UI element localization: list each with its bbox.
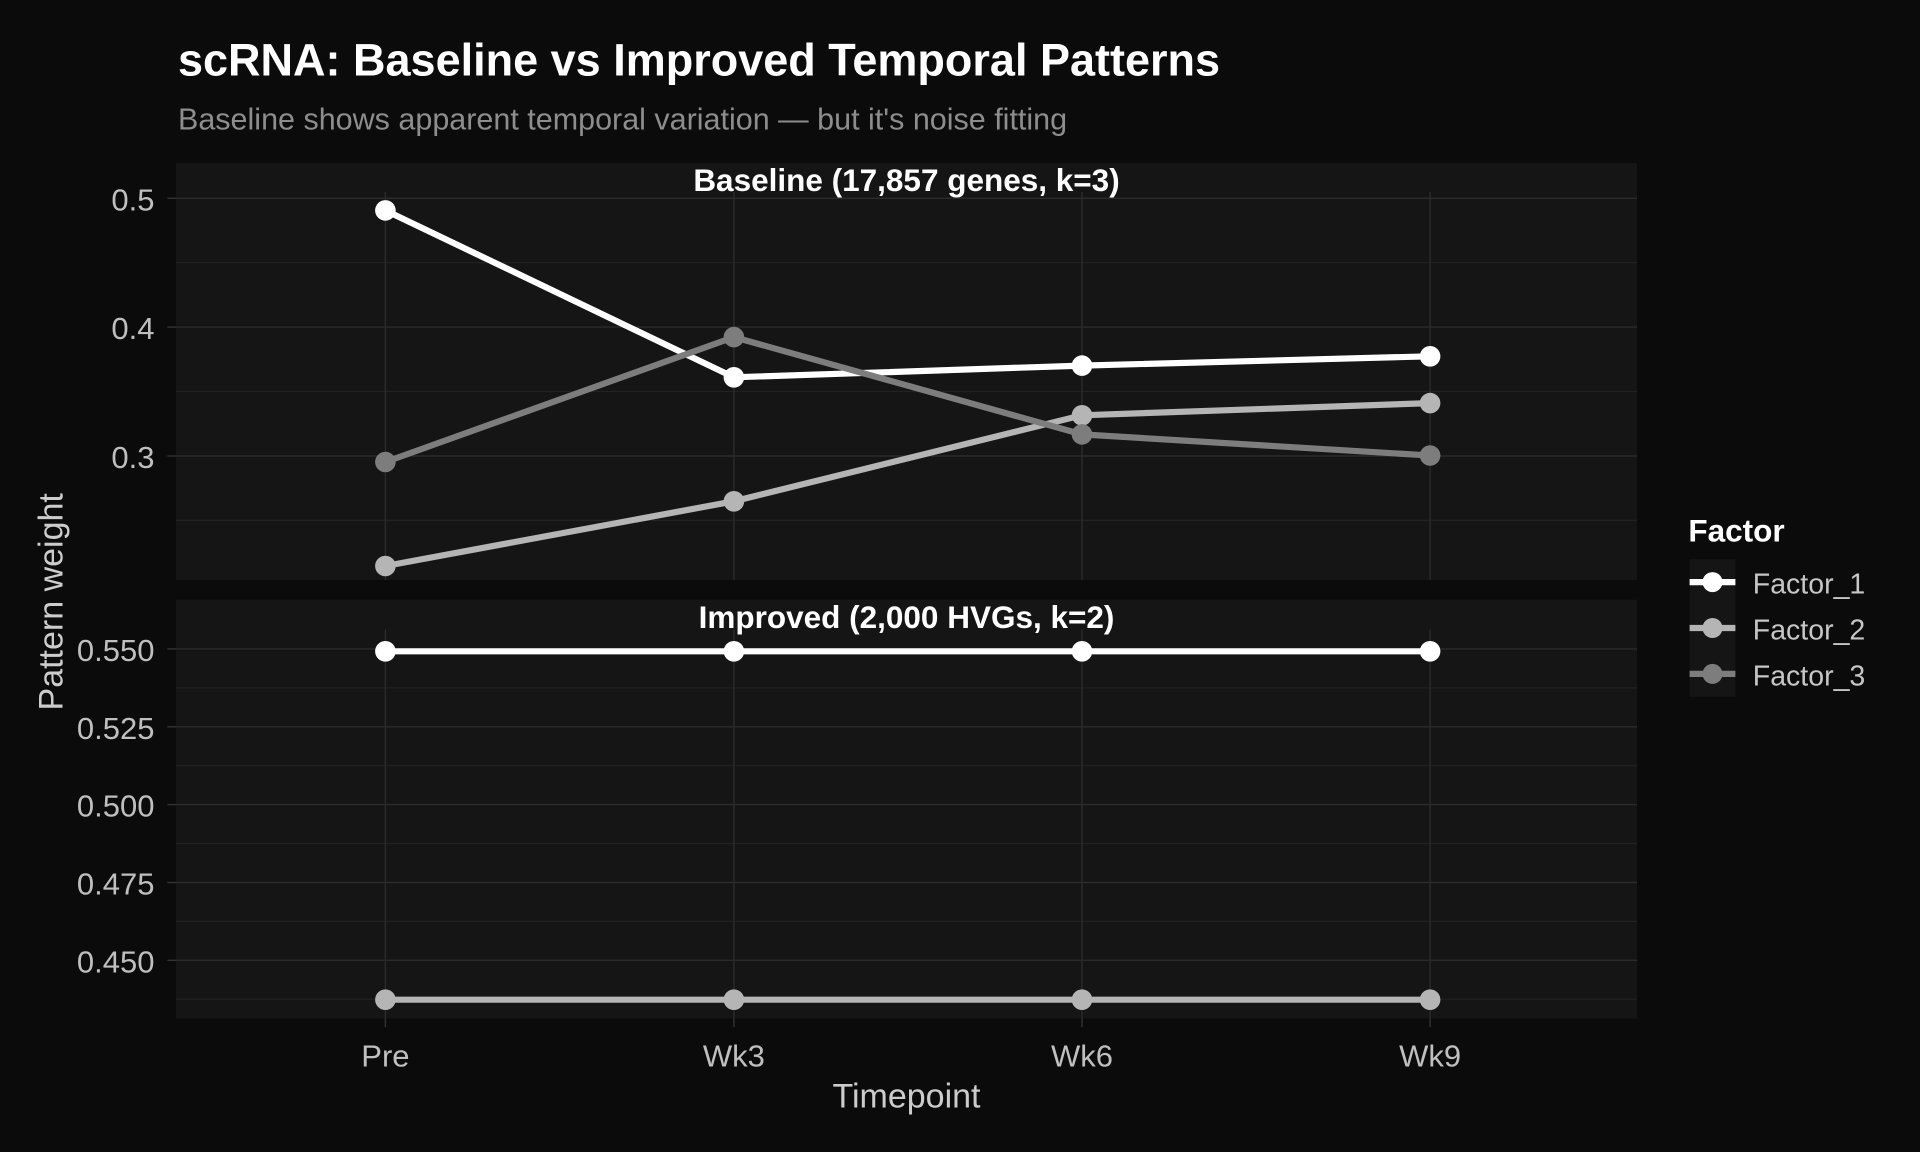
- svg-text:Pattern weight: Pattern weight: [33, 493, 71, 711]
- svg-text:0.4: 0.4: [111, 311, 154, 346]
- svg-text:Timepoint: Timepoint: [832, 1077, 981, 1115]
- svg-text:Factor_3: Factor_3: [1753, 660, 1865, 692]
- svg-text:0.550: 0.550: [77, 633, 155, 668]
- svg-text:scRNA: Baseline vs Improved Te: scRNA: Baseline vs Improved Temporal Pat…: [178, 35, 1220, 86]
- svg-text:0.450: 0.450: [77, 944, 155, 979]
- svg-text:Baseline shows apparent tempor: Baseline shows apparent temporal variati…: [178, 103, 1067, 137]
- svg-text:0.525: 0.525: [77, 711, 155, 746]
- svg-text:Wk6: Wk6: [1051, 1039, 1113, 1074]
- svg-text:Factor: Factor: [1688, 513, 1784, 549]
- svg-text:0.3: 0.3: [111, 440, 154, 475]
- svg-text:Pre: Pre: [361, 1039, 409, 1074]
- svg-text:Improved (2,000 HVGs, k=2): Improved (2,000 HVGs, k=2): [699, 599, 1115, 635]
- svg-text:Wk3: Wk3: [703, 1039, 765, 1074]
- svg-text:0.5: 0.5: [111, 182, 154, 217]
- svg-text:Factor_2: Factor_2: [1753, 615, 1865, 647]
- svg-text:0.475: 0.475: [77, 867, 155, 902]
- svg-text:Wk9: Wk9: [1399, 1039, 1461, 1074]
- svg-text:Baseline (17,857 genes, k=3): Baseline (17,857 genes, k=3): [693, 162, 1119, 198]
- svg-text:Factor_1: Factor_1: [1753, 569, 1865, 601]
- svg-text:0.500: 0.500: [77, 789, 155, 824]
